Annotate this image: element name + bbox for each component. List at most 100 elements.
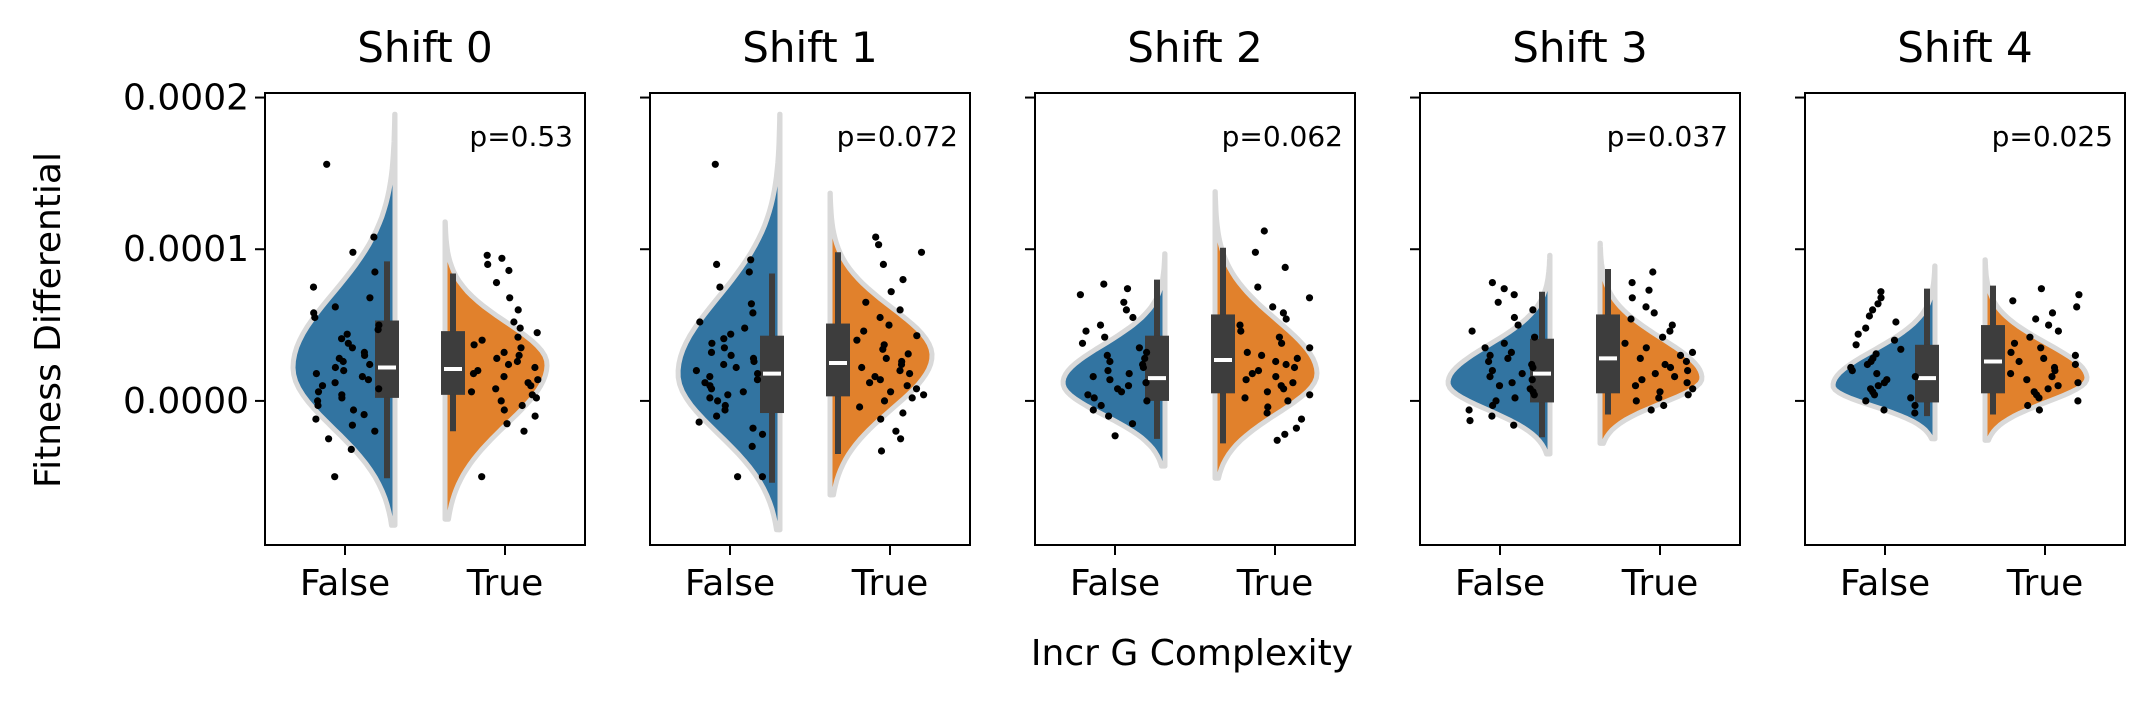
point-true <box>880 397 889 405</box>
point-true <box>1248 370 1256 378</box>
p-value-annotation: p=0.037 <box>1607 120 1728 153</box>
point-false <box>707 385 716 393</box>
point-true <box>513 357 522 366</box>
point-true <box>492 279 501 287</box>
point-false <box>340 367 348 375</box>
point-false <box>1486 351 1494 359</box>
point-true <box>856 403 864 411</box>
point-true <box>1636 354 1644 362</box>
point-true <box>514 333 522 341</box>
point-true <box>1272 357 1280 366</box>
point-true <box>879 345 887 353</box>
point-false <box>1529 363 1537 372</box>
point-false <box>1465 406 1473 414</box>
point-false <box>1488 279 1496 287</box>
point-false <box>1142 379 1150 387</box>
point-true <box>906 370 914 378</box>
plot-frame <box>1804 92 2126 546</box>
point-true <box>1284 397 1292 405</box>
plot-frame <box>264 92 586 546</box>
point-false <box>1096 321 1105 329</box>
x-tick-label: False <box>1840 563 1930 604</box>
point-false <box>371 268 379 276</box>
point-false <box>311 313 319 322</box>
point-false <box>1117 388 1126 396</box>
point-false <box>331 303 339 311</box>
point-false <box>1111 432 1119 440</box>
point-true <box>1645 286 1653 294</box>
panel-title: Shift 3 <box>1512 23 1648 72</box>
point-false <box>1486 373 1494 381</box>
point-false <box>1877 294 1885 302</box>
point-false <box>1143 348 1151 356</box>
box-true <box>441 331 465 395</box>
point-false <box>1531 333 1539 341</box>
point-true <box>2023 376 2031 384</box>
y-axis-label: Fitness Differential <box>28 152 69 488</box>
point-false <box>374 326 382 334</box>
point-false <box>1139 363 1147 372</box>
x-tick-label: False <box>300 563 390 604</box>
panel-title: Shift 1 <box>742 23 878 72</box>
x-tick-label: True <box>466 563 543 604</box>
point-true <box>1689 385 1697 393</box>
point-true <box>1260 227 1268 235</box>
point-true <box>887 288 895 296</box>
point-false <box>1869 306 1877 314</box>
point-false <box>695 418 703 426</box>
point-true <box>2040 354 2048 362</box>
point-false <box>1529 306 1537 314</box>
point-true <box>1282 315 1290 323</box>
point-true <box>2045 321 2053 329</box>
point-true <box>2048 309 2057 317</box>
point-true <box>1292 424 1300 432</box>
point-false <box>753 376 762 384</box>
violin-false <box>290 111 398 528</box>
point-true <box>2054 327 2062 335</box>
box-true <box>1981 325 2005 394</box>
point-false <box>1468 327 1476 335</box>
point-true <box>897 360 906 369</box>
point-false <box>758 473 767 481</box>
point-true <box>500 373 508 381</box>
point-false <box>361 351 369 359</box>
point-true <box>520 427 528 435</box>
box-false <box>375 320 399 398</box>
point-true <box>1269 303 1277 311</box>
p-value-annotation: p=0.025 <box>1992 120 2113 153</box>
point-false <box>1514 321 1522 329</box>
point-false <box>1907 394 1915 402</box>
point-false <box>1141 354 1149 362</box>
x-tick-label: False <box>1455 563 1545 604</box>
point-true <box>1282 360 1290 369</box>
point-true <box>2024 401 2032 410</box>
point-false <box>366 360 374 369</box>
point-true <box>2074 397 2082 405</box>
x-tick-label: False <box>685 563 775 604</box>
point-true <box>903 382 911 390</box>
point-true <box>469 370 478 378</box>
point-true <box>1237 327 1245 335</box>
point-true <box>896 306 904 314</box>
point-true <box>1683 379 1691 387</box>
point-true <box>504 360 513 369</box>
point-false <box>1504 354 1512 362</box>
point-false <box>692 367 701 375</box>
x-tick-label: True <box>851 563 928 604</box>
point-true <box>500 406 508 414</box>
point-true <box>1650 309 1658 317</box>
point-false <box>1494 298 1502 306</box>
point-true <box>514 306 522 314</box>
violin-true <box>1982 257 2090 443</box>
point-true <box>532 394 541 402</box>
point-true <box>1275 333 1283 341</box>
panel-0: 0.0000 0.0001 0.0002 False True Shift 0 p=0.53 <box>123 23 586 604</box>
point-true <box>493 354 501 362</box>
point-false <box>1124 382 1133 390</box>
point-true <box>882 354 890 362</box>
point-false <box>1084 391 1092 399</box>
point-true <box>467 388 476 396</box>
point-true <box>896 367 904 375</box>
violin-false <box>1060 251 1168 469</box>
